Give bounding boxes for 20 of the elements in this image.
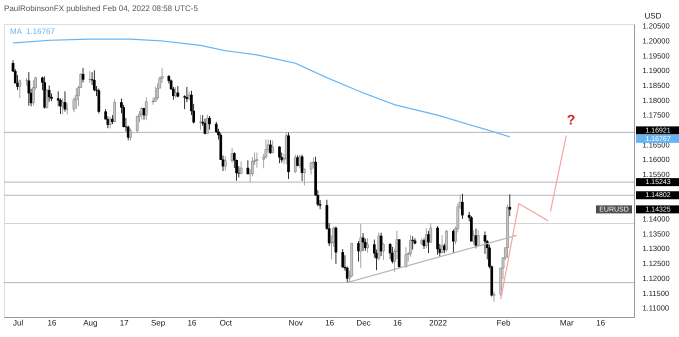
x-tick-label: Oct <box>220 318 233 328</box>
annotation: ? <box>566 112 576 128</box>
x-tick-label: Sep <box>150 318 166 328</box>
annotation: 1.16767 <box>26 27 56 36</box>
series-label: MA <box>10 27 23 36</box>
x-tick-label: Nov <box>288 318 303 328</box>
x-tick-label: Aug <box>83 318 98 328</box>
x-tick-label: 16 <box>392 318 402 328</box>
x-tick-label: Jul <box>12 318 24 328</box>
x-tick-label: 16 <box>325 318 335 328</box>
x-tick-label: 17 <box>120 318 130 328</box>
x-tick-label: 16 <box>47 318 57 328</box>
y-axis-title: USD <box>644 12 662 20</box>
chart-title: PaulRobinsonFX published Feb 04, 2022 08:58 UTC-5 <box>4 4 198 13</box>
x-tick-label: 2022 <box>429 318 448 328</box>
x-tick-label: Dec <box>356 318 371 328</box>
x-tick-label: 16 <box>187 318 197 328</box>
x-tick-label: 16 <box>596 318 606 328</box>
x-tick-label: Mar <box>560 318 574 328</box>
x-tick-label: Feb <box>496 318 511 328</box>
